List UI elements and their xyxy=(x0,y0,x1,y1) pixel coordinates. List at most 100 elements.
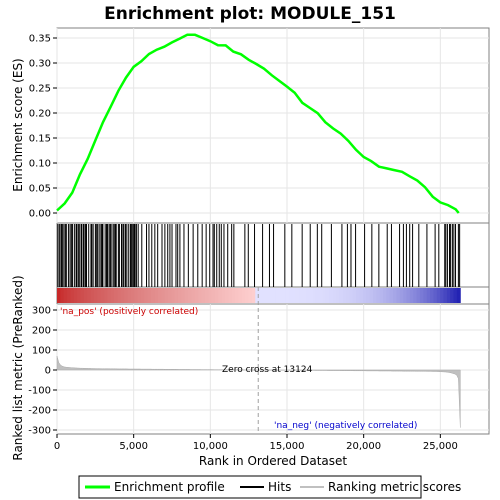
rank-bar-segment xyxy=(124,288,129,303)
rank-bar-segment xyxy=(416,288,421,303)
rank-bar-segment xyxy=(144,288,149,303)
es-tick-label: 0.35 xyxy=(29,34,51,45)
rank-bar-segment xyxy=(359,288,364,303)
rank-bar-segment xyxy=(141,288,145,303)
rank-bar-segment xyxy=(376,288,381,303)
rank-bar-segment xyxy=(225,288,229,303)
rank-bar-segment xyxy=(265,288,270,303)
x-axis-label: Rank in Ordered Dataset xyxy=(199,454,347,468)
rank-bar-segment xyxy=(161,288,166,303)
ranking-metric-fill xyxy=(56,355,461,428)
rank-bar-segment xyxy=(372,288,377,303)
rank-bar-segment xyxy=(127,288,132,303)
rank-bar-segment xyxy=(231,288,236,303)
rank-bar-segment xyxy=(430,288,434,303)
rank-bar-segment xyxy=(406,288,411,303)
rank-color-segments xyxy=(57,288,461,303)
legend-profile-label: Enrichment profile xyxy=(114,480,225,494)
rank-bar-segment xyxy=(188,288,192,303)
rank-bar-segment xyxy=(80,288,85,303)
rank-bar-segment xyxy=(104,288,108,303)
x-tick-label: 10,000 xyxy=(193,441,228,452)
rank-bar-segment xyxy=(171,288,176,303)
x-tick-label: 15,000 xyxy=(270,441,305,452)
rank-bar-segment xyxy=(137,288,142,303)
rank-bar-segment xyxy=(419,288,424,303)
rank-bar-segment xyxy=(426,288,431,303)
rank-bar-segment xyxy=(396,288,401,303)
rank-bar-segment xyxy=(87,288,92,303)
metric-tick-label: 200 xyxy=(32,326,51,337)
x-tick-label: 5,000 xyxy=(119,441,148,452)
rank-bar-segment xyxy=(208,288,213,303)
rank-bar-segment xyxy=(67,288,71,303)
rank-bar-segment xyxy=(174,288,179,303)
chart-title: Enrichment plot: MODULE_151 xyxy=(104,4,396,24)
rank-bar-segment xyxy=(282,288,287,303)
rank-bar-segment xyxy=(322,288,327,303)
x-tick-label: 25,000 xyxy=(423,441,458,452)
rank-bar-segment xyxy=(295,288,300,303)
rank-bar-segment xyxy=(362,288,367,303)
rank-bar-segment xyxy=(356,288,360,303)
rank-bar-segment xyxy=(238,288,243,303)
rank-bar-segment xyxy=(77,288,82,303)
rank-bar-segment xyxy=(453,288,458,303)
rank-bar-segment xyxy=(201,288,206,303)
rank-bar-segment xyxy=(413,288,418,303)
rank-bar-segment xyxy=(151,288,155,303)
rank-bar-segment xyxy=(248,288,253,303)
es-tick-label: 0.10 xyxy=(29,159,51,170)
rank-bar-segment xyxy=(288,288,293,303)
rank-bar-segment xyxy=(342,288,347,303)
rank-bar-segment xyxy=(258,288,263,303)
rank-bar-segment xyxy=(366,288,371,303)
legend-ranking-label: Ranking metric scores xyxy=(328,480,461,494)
rank-bar-segment xyxy=(302,288,307,303)
rank-bar-segment xyxy=(83,288,88,303)
rank-bar-segment xyxy=(107,288,112,303)
metric-axis-label: Ranked list metric (PreRanked) xyxy=(11,275,25,460)
rank-bar-segment xyxy=(315,288,320,303)
es-tick-label: 0.25 xyxy=(29,84,51,95)
rank-bar-segment xyxy=(285,288,290,303)
rank-bar-segment xyxy=(382,288,387,303)
metric-tick-label: 300 xyxy=(32,306,51,317)
rank-bar-segment xyxy=(312,288,317,303)
rank-bar-segment xyxy=(329,288,334,303)
es-axis-ticks: 0.00 0.05 0.10 0.15 0.20 0.25 0.30 0.35 xyxy=(29,34,57,220)
rank-bar-segment xyxy=(110,288,115,303)
rank-bar-segment xyxy=(154,288,159,303)
zero-cross-label: Zero cross at 13124 xyxy=(222,365,313,375)
rank-bar-segment xyxy=(147,288,152,303)
rank-bar-segment xyxy=(93,288,98,303)
rank-bar-segment xyxy=(433,288,438,303)
rank-bar-segment xyxy=(100,288,105,303)
rank-bar-segment xyxy=(292,288,297,303)
rank-bar-segment xyxy=(57,288,61,303)
metric-tick-label: 100 xyxy=(32,346,51,357)
neg-correlated-label: 'na_neg' (negatively correlated) xyxy=(274,421,417,431)
rank-bar-segment xyxy=(339,288,344,303)
rank-bar-segment xyxy=(275,288,280,303)
rank-bar-segment xyxy=(90,288,95,303)
metric-tick-label: -300 xyxy=(28,426,51,437)
rank-bar-segment xyxy=(63,288,68,303)
rank-bar-segment xyxy=(261,288,266,303)
es-tick-label: 0.00 xyxy=(29,209,51,220)
rank-bar-segment xyxy=(218,288,223,303)
rank-bar-segment xyxy=(352,288,357,303)
rank-bar-segment xyxy=(228,288,233,303)
rank-bar-segment xyxy=(268,288,273,303)
es-tick-label: 0.05 xyxy=(29,184,51,195)
enrichment-profile-line xyxy=(56,33,460,214)
es-tick-label: 0.30 xyxy=(29,59,51,70)
metric-axis-ticks: 300 200 100 0 -100 -200 -300 xyxy=(28,306,57,437)
rank-bar-segment xyxy=(440,288,444,303)
rank-bar-segment xyxy=(409,288,414,303)
rank-bar-segment xyxy=(403,288,407,303)
rank-bar-segment xyxy=(134,288,139,303)
rank-bar-segment xyxy=(335,288,340,303)
x-tick-label: 20,000 xyxy=(346,441,381,452)
